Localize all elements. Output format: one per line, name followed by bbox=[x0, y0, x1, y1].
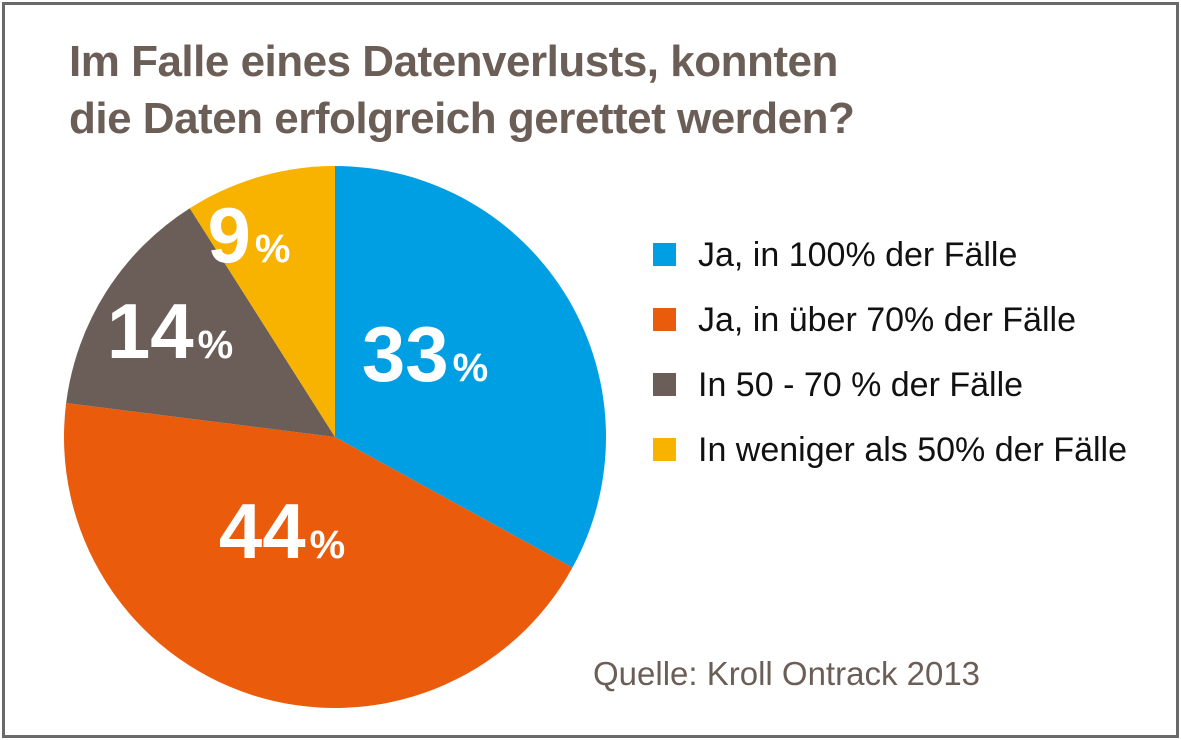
chart-title-line2: die Daten erfolgreich gerettet werden? bbox=[69, 94, 855, 143]
legend-swatch bbox=[653, 243, 676, 266]
legend-label: Ja, in über 70% der Fälle bbox=[698, 301, 1076, 339]
legend-swatch bbox=[653, 308, 676, 331]
legend-item: In weniger als 50% der Fälle bbox=[653, 426, 1133, 474]
pie-slice bbox=[66, 208, 335, 437]
pie-slice bbox=[189, 166, 335, 437]
legend-swatch bbox=[653, 373, 676, 396]
pie-slice bbox=[64, 403, 573, 709]
legend-label: In weniger als 50% der Fälle bbox=[698, 431, 1128, 469]
chart-title-line1: Im Falle eines Datenverlusts, konnten bbox=[69, 37, 838, 86]
legend-swatch bbox=[653, 438, 676, 461]
legend: Ja, in 100% der Fälle Ja, in über 70% der… bbox=[653, 231, 1133, 491]
pie-slice bbox=[335, 166, 607, 568]
legend-item: Ja, in 100% der Fälle bbox=[653, 231, 1133, 279]
legend-item: Ja, in über 70% der Fälle bbox=[653, 296, 1133, 344]
slice-value-label: 44% bbox=[219, 487, 345, 575]
slice-value-label: 14% bbox=[107, 287, 233, 375]
legend-item: In 50 - 70 % der Fälle bbox=[653, 361, 1133, 409]
pie-chart: 33 % 44 % 14 %9% bbox=[64, 166, 607, 709]
legend-label: Ja, in 100% der Fälle bbox=[698, 236, 1018, 274]
source-caption: Quelle: Kroll Ontrack 2013 bbox=[593, 655, 981, 692]
slice-value-label: 9% bbox=[208, 191, 291, 279]
chart-title: Im Falle eines Datenverlusts, konnten di… bbox=[69, 33, 855, 147]
slice-value-label: 33% bbox=[362, 310, 488, 398]
legend-label: In 50 - 70 % der Fälle bbox=[698, 366, 1024, 404]
